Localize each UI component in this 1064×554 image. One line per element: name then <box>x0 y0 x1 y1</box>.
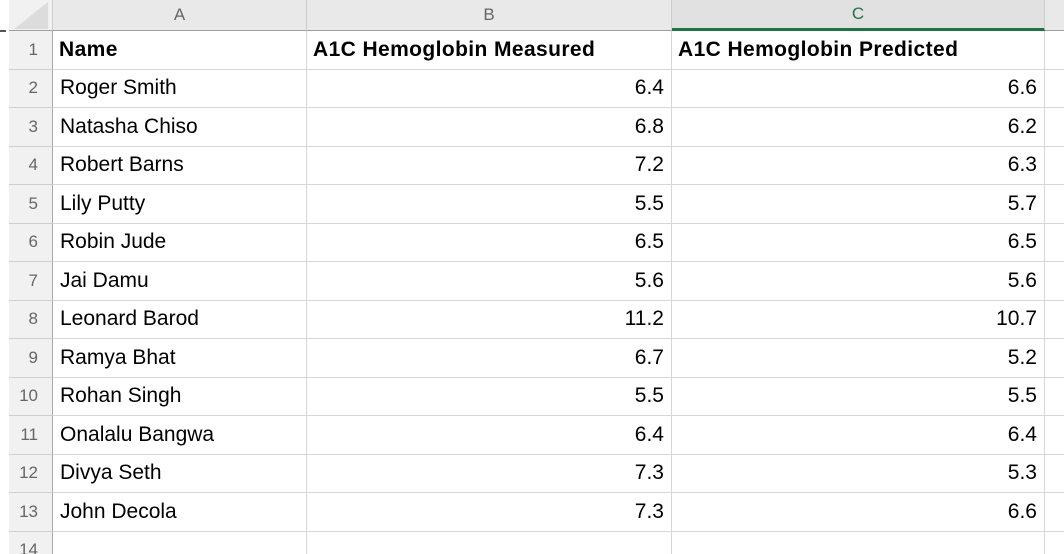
cell-c7[interactable]: 5.6 <box>672 262 1045 301</box>
cell-d4[interactable] <box>1045 146 1064 185</box>
cell-c11[interactable]: 6.4 <box>672 416 1045 455</box>
cell-b13[interactable]: 7.3 <box>307 493 672 532</box>
cell-a5[interactable]: Lily Putty <box>53 185 307 224</box>
cell-a4[interactable]: Robert Barns <box>53 146 307 185</box>
cell-c10[interactable]: 5.5 <box>672 377 1045 416</box>
cell-a11[interactable]: Onalalu Bangwa <box>53 416 307 455</box>
cell-a9[interactable]: Ramya Bhat <box>53 339 307 378</box>
row-header-1[interactable]: 1 <box>9 31 53 70</box>
cell-b5[interactable]: 5.5 <box>307 185 672 224</box>
cell-a8[interactable]: Leonard Barod <box>53 300 307 339</box>
row-header-3[interactable]: 3 <box>9 108 53 147</box>
row-header-9[interactable]: 9 <box>9 339 53 378</box>
row-header-14[interactable]: 14 <box>9 531 53 554</box>
cell-b9[interactable]: 6.7 <box>307 339 672 378</box>
sheet-left-margin <box>0 0 9 554</box>
cell-d7[interactable] <box>1045 262 1064 301</box>
cell-a10[interactable]: Rohan Singh <box>53 377 307 416</box>
cell-b8[interactable]: 11.2 <box>307 300 672 339</box>
column-header-d[interactable] <box>1045 0 1064 31</box>
cell-b12[interactable]: 7.3 <box>307 454 672 493</box>
cell-c1[interactable]: A1C Hemoglobin Predicted <box>672 31 1045 70</box>
cell-b7[interactable]: 5.6 <box>307 262 672 301</box>
cell-b2[interactable]: 6.4 <box>307 69 672 108</box>
cell-d10[interactable] <box>1045 377 1064 416</box>
cell-d3[interactable] <box>1045 108 1064 147</box>
cell-a2[interactable]: Roger Smith <box>53 69 307 108</box>
cell-a6[interactable]: Robin Jude <box>53 223 307 262</box>
row-header-13[interactable]: 13 <box>9 493 53 532</box>
select-all-button[interactable] <box>9 0 53 31</box>
cell-d14[interactable] <box>1045 531 1064 554</box>
cell-b10[interactable]: 5.5 <box>307 377 672 416</box>
select-all-triangle-icon <box>14 2 48 29</box>
cell-a7[interactable]: Jai Damu <box>53 262 307 301</box>
row-header-4[interactable]: 4 <box>9 146 53 185</box>
cell-a13[interactable]: John Decola <box>53 493 307 532</box>
row-header-2[interactable]: 2 <box>9 69 53 108</box>
cell-c9[interactable]: 5.2 <box>672 339 1045 378</box>
cell-c6[interactable]: 6.5 <box>672 223 1045 262</box>
cell-a1[interactable]: Name <box>53 31 307 70</box>
cell-d12[interactable] <box>1045 454 1064 493</box>
column-header-b[interactable]: B <box>307 0 672 31</box>
row-header-11[interactable]: 11 <box>9 416 53 455</box>
cell-a12[interactable]: Divya Seth <box>53 454 307 493</box>
cell-d1[interactable] <box>1045 31 1064 70</box>
cell-b1[interactable]: A1C Hemoglobin Measured <box>307 31 672 70</box>
cell-a14[interactable] <box>53 531 307 554</box>
row-header-10[interactable]: 10 <box>9 377 53 416</box>
cell-d11[interactable] <box>1045 416 1064 455</box>
cell-c12[interactable]: 5.3 <box>672 454 1045 493</box>
cell-d2[interactable] <box>1045 69 1064 108</box>
cell-d6[interactable] <box>1045 223 1064 262</box>
cell-c2[interactable]: 6.6 <box>672 69 1045 108</box>
column-header-a[interactable]: A <box>53 0 307 31</box>
cell-d9[interactable] <box>1045 339 1064 378</box>
cell-c3[interactable]: 6.2 <box>672 108 1045 147</box>
row-header-12[interactable]: 12 <box>9 454 53 493</box>
row-header-7[interactable]: 7 <box>9 262 53 301</box>
worksheet-grid: A B C 1 Name A1C Hemoglobin Measured A1C… <box>9 0 1064 554</box>
cell-d8[interactable] <box>1045 300 1064 339</box>
cell-b14[interactable] <box>307 531 672 554</box>
cell-c8[interactable]: 10.7 <box>672 300 1045 339</box>
cell-d5[interactable] <box>1045 185 1064 224</box>
cell-b4[interactable]: 7.2 <box>307 146 672 185</box>
cell-c14[interactable] <box>672 531 1045 554</box>
row-header-5[interactable]: 5 <box>9 185 53 224</box>
cell-c4[interactable]: 6.3 <box>672 146 1045 185</box>
cell-d13[interactable] <box>1045 493 1064 532</box>
cell-b11[interactable]: 6.4 <box>307 416 672 455</box>
pane-edge-tick <box>0 30 6 32</box>
row-header-8[interactable]: 8 <box>9 300 53 339</box>
cell-c5[interactable]: 5.7 <box>672 185 1045 224</box>
cell-b3[interactable]: 6.8 <box>307 108 672 147</box>
column-header-c[interactable]: C <box>672 0 1045 31</box>
cell-c13[interactable]: 6.6 <box>672 493 1045 532</box>
cell-b6[interactable]: 6.5 <box>307 223 672 262</box>
cell-a3[interactable]: Natasha Chiso <box>53 108 307 147</box>
row-header-6[interactable]: 6 <box>9 223 53 262</box>
